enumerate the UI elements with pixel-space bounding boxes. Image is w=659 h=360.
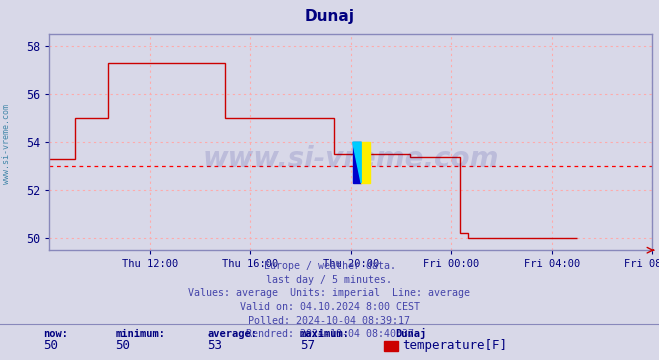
Text: now:: now:: [43, 329, 68, 339]
Text: maximum:: maximum:: [300, 329, 350, 339]
Text: www.si-vreme.com: www.si-vreme.com: [203, 145, 499, 174]
Text: 53: 53: [208, 339, 223, 352]
Text: Dunaj: Dunaj: [304, 9, 355, 24]
Text: temperature[F]: temperature[F]: [402, 339, 507, 352]
Text: Valid on: 04.10.2024 8:00 CEST: Valid on: 04.10.2024 8:00 CEST: [239, 302, 420, 312]
Text: www.si-vreme.com: www.si-vreme.com: [2, 104, 11, 184]
Text: last day / 5 minutes.: last day / 5 minutes.: [266, 275, 393, 285]
Bar: [361, 142, 370, 183]
Polygon shape: [353, 142, 361, 183]
Text: 50: 50: [43, 339, 58, 352]
Text: Rendred: 2024-10-04 08:40:37: Rendred: 2024-10-04 08:40:37: [246, 329, 413, 339]
Text: average:: average:: [208, 329, 258, 339]
Text: Polled: 2024-10-04 08:39:17: Polled: 2024-10-04 08:39:17: [248, 316, 411, 326]
Text: minimum:: minimum:: [115, 329, 165, 339]
Bar: [353, 142, 361, 183]
Text: Dunaj: Dunaj: [395, 328, 426, 339]
Text: Values: average  Units: imperial  Line: average: Values: average Units: imperial Line: av…: [188, 288, 471, 298]
Text: Europe / weather data.: Europe / weather data.: [264, 261, 395, 271]
Text: 50: 50: [115, 339, 130, 352]
Text: 57: 57: [300, 339, 315, 352]
